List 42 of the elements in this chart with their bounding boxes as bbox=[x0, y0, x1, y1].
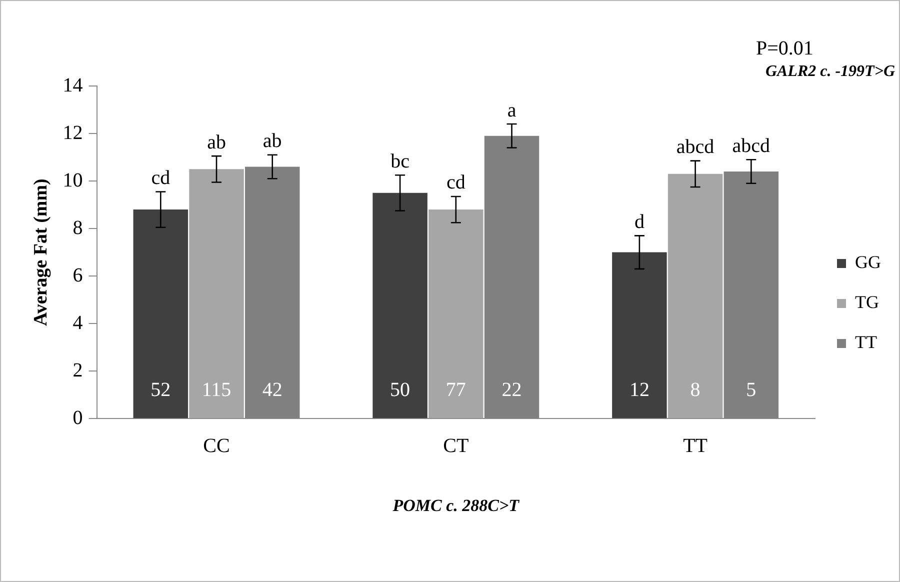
annotation: 22 bbox=[502, 378, 522, 401]
annotation: 115 bbox=[202, 378, 232, 401]
annotation: 8 bbox=[690, 378, 700, 401]
annotation: 50 bbox=[390, 378, 410, 401]
data-label: ab bbox=[207, 131, 226, 154]
y-tick-label: 2 bbox=[72, 359, 83, 382]
legend-label: TT bbox=[855, 332, 877, 352]
annotation: 42 bbox=[262, 378, 282, 401]
y-axis-title: Average Fat (mm) bbox=[30, 178, 52, 326]
y-tick-label: 0 bbox=[72, 406, 83, 429]
text: P=0.01 bbox=[756, 37, 814, 60]
y-tick-label: 10 bbox=[62, 169, 83, 192]
annotation: 5 bbox=[746, 378, 756, 401]
y-tick-label: 12 bbox=[62, 122, 83, 144]
data-label: abcd bbox=[676, 136, 714, 158]
y-tick-label: 6 bbox=[72, 264, 83, 286]
data-label: cd bbox=[446, 172, 466, 194]
bar bbox=[189, 169, 244, 418]
annotation: 77 bbox=[446, 378, 466, 401]
x-tick-label: CC bbox=[203, 434, 230, 457]
annotation: 52 bbox=[150, 378, 171, 401]
data-label: bc bbox=[390, 150, 410, 172]
bar bbox=[428, 210, 484, 418]
bar bbox=[133, 210, 188, 418]
data-label: abcd bbox=[732, 134, 770, 157]
x-tick-label: CT bbox=[443, 434, 469, 457]
y-tick-label: 4 bbox=[72, 312, 83, 334]
legend-title: GALR2 c. -199T>G bbox=[765, 63, 896, 80]
data-label: ab bbox=[262, 130, 282, 152]
bar bbox=[612, 252, 667, 418]
annotation: 12 bbox=[629, 378, 650, 401]
y-tick-label: 8 bbox=[72, 216, 83, 239]
x-tick-label: TT bbox=[683, 434, 708, 457]
x-axis-title: POMC c. 288C>T bbox=[392, 496, 520, 516]
y-tick-label: 14 bbox=[62, 74, 83, 96]
data-label: d bbox=[634, 210, 644, 233]
data-label: a bbox=[507, 99, 516, 122]
legend-label: TG bbox=[855, 292, 879, 312]
bar bbox=[668, 174, 723, 418]
data-label: cd bbox=[151, 166, 170, 189]
legend-label: GG bbox=[855, 252, 881, 272]
bar bbox=[372, 192, 428, 418]
